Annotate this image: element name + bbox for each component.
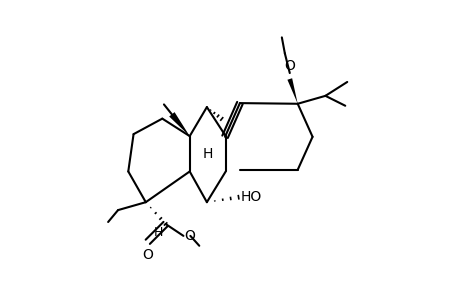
Text: H: H (154, 226, 163, 239)
Polygon shape (169, 112, 189, 136)
Text: O: O (184, 229, 195, 243)
Text: O: O (284, 59, 295, 73)
Text: H: H (202, 147, 212, 161)
Text: O: O (142, 248, 153, 262)
Text: HO: HO (240, 190, 261, 204)
Polygon shape (287, 78, 297, 104)
